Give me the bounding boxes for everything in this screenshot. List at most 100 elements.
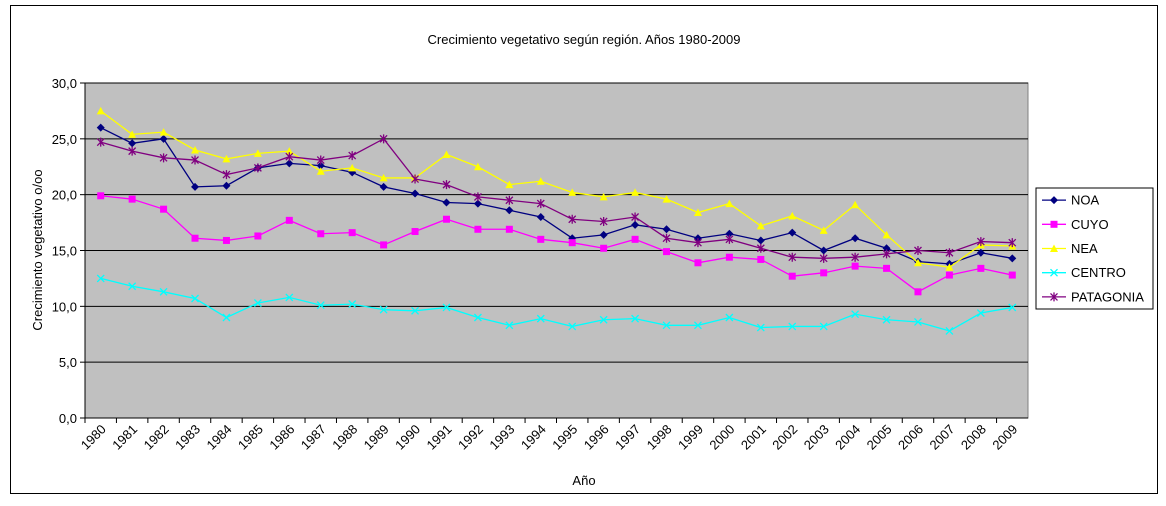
marker	[788, 322, 797, 331]
marker	[820, 269, 828, 277]
y-tick-label: 10,0	[52, 299, 77, 314]
marker	[788, 252, 797, 262]
series	[96, 106, 1017, 271]
marker	[474, 225, 482, 233]
marker	[505, 195, 514, 205]
marker	[599, 192, 608, 201]
marker	[851, 234, 860, 243]
marker	[914, 246, 922, 255]
marker	[977, 264, 985, 272]
legend-marker	[1050, 196, 1058, 205]
marker	[411, 174, 420, 184]
marker	[96, 123, 105, 132]
marker	[756, 236, 765, 245]
marker	[568, 239, 576, 247]
marker	[536, 213, 545, 221]
marker	[914, 288, 922, 296]
marker	[411, 306, 420, 315]
marker	[1008, 303, 1017, 312]
y-axis-title: Crecimiento vegetativo o/oo	[30, 169, 45, 330]
legend-marker	[1050, 244, 1058, 252]
marker	[819, 253, 828, 263]
marker	[222, 181, 231, 190]
marker	[662, 233, 671, 243]
marker	[411, 189, 420, 198]
marker	[914, 318, 922, 326]
marker	[945, 263, 954, 271]
marker	[883, 264, 891, 272]
marker	[285, 159, 294, 168]
y-tick-label: 5,0	[59, 355, 77, 370]
marker	[976, 248, 985, 257]
marker	[537, 235, 545, 243]
marker	[788, 272, 796, 280]
y-tick-label: 0,0	[59, 411, 77, 426]
marker	[882, 249, 891, 259]
marker	[851, 200, 860, 209]
marker	[536, 177, 545, 185]
legend-label: PATAGONIA	[1071, 289, 1144, 304]
marker	[600, 244, 608, 252]
marker	[725, 253, 733, 261]
y-tick-label: 25,0	[52, 132, 77, 147]
marker	[128, 146, 137, 156]
legend-marker	[1050, 220, 1058, 228]
marker	[756, 221, 765, 230]
marker	[442, 180, 451, 190]
marker	[253, 149, 262, 157]
marker	[128, 282, 137, 291]
marker	[788, 228, 797, 237]
marker	[536, 199, 545, 209]
marker	[945, 271, 953, 279]
marker	[505, 321, 514, 330]
marker	[693, 238, 702, 248]
marker	[316, 301, 325, 310]
marker	[442, 150, 451, 158]
marker	[819, 322, 828, 331]
marker	[851, 252, 860, 262]
marker	[379, 134, 388, 144]
marker	[631, 220, 640, 229]
marker	[348, 229, 356, 237]
marker	[756, 243, 765, 253]
legend-label: CUYO	[1071, 217, 1109, 232]
marker	[631, 314, 640, 323]
marker	[725, 229, 734, 238]
legend-label: NOA	[1071, 193, 1100, 208]
marker	[253, 299, 262, 307]
marker	[348, 300, 357, 309]
series	[96, 134, 1017, 263]
y-tick-label: 20,0	[52, 188, 77, 203]
series-line	[100, 127, 1013, 265]
marker	[222, 236, 230, 244]
marker	[505, 180, 514, 189]
marker	[379, 173, 388, 182]
marker	[1008, 254, 1017, 263]
marker	[473, 162, 482, 171]
series-line	[100, 195, 1013, 293]
marker	[159, 287, 168, 296]
marker	[191, 146, 200, 154]
marker	[473, 192, 482, 202]
marker	[191, 294, 199, 303]
marker	[348, 163, 357, 172]
marker	[945, 248, 954, 258]
marker	[631, 188, 640, 196]
marker	[191, 155, 199, 165]
marker	[97, 192, 105, 200]
marker	[160, 205, 168, 213]
marker	[285, 293, 294, 302]
marker	[254, 232, 262, 240]
y-tick-label: 15,0	[52, 244, 77, 259]
marker	[317, 230, 325, 238]
marker	[756, 323, 765, 332]
marker	[568, 188, 577, 196]
marker	[128, 130, 137, 138]
marker	[851, 310, 860, 319]
marker	[473, 313, 482, 322]
marker	[96, 106, 105, 115]
series	[96, 274, 1017, 335]
marker	[913, 258, 922, 267]
series-line	[100, 277, 1013, 332]
